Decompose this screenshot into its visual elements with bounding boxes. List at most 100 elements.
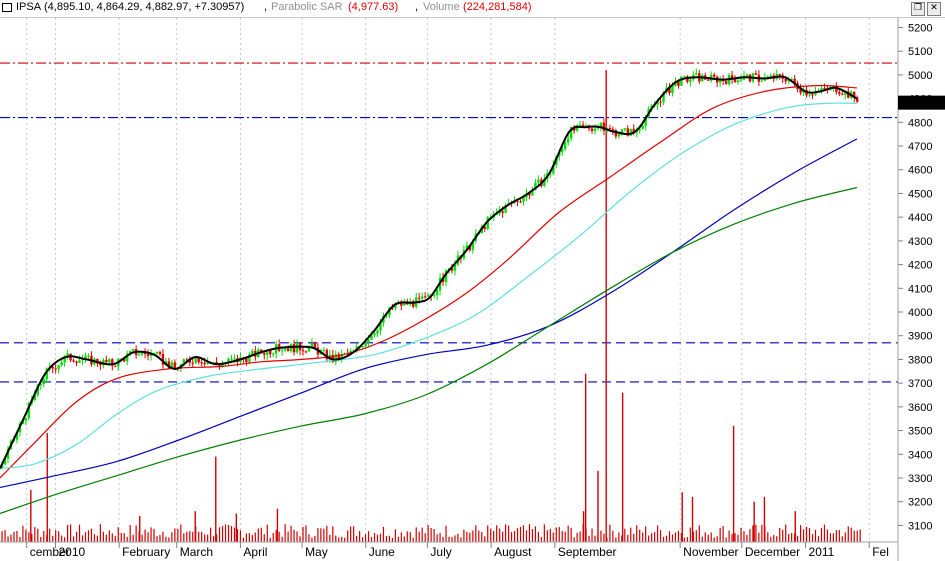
candle-body [194, 357, 197, 363]
candle-body [578, 124, 582, 126]
candle-body [60, 362, 63, 366]
restore-window-icon[interactable]: ❐ [911, 2, 925, 16]
price-smoothed-line [0, 75, 858, 469]
candle-body [733, 79, 737, 83]
candle-body [45, 368, 48, 380]
candle-body [584, 125, 588, 127]
candle-body [471, 240, 475, 250]
candle-body [426, 295, 430, 297]
candle-body [400, 301, 403, 306]
candle-body [423, 296, 427, 298]
candle-body [644, 117, 647, 126]
volume-bars [1, 70, 861, 542]
candle-body [486, 217, 489, 229]
candle-body [793, 78, 796, 84]
grid [26, 18, 870, 542]
candle-body [614, 130, 618, 137]
candle-body [608, 127, 612, 130]
x-tick-label: March [180, 545, 213, 559]
candle-body [522, 197, 525, 202]
candle-body [626, 128, 629, 136]
candle-body [263, 353, 266, 355]
candle-body [24, 418, 28, 421]
candle-body [543, 178, 546, 186]
moving-average-red [0, 84, 857, 479]
candle-body [84, 355, 87, 360]
candle-body [656, 101, 659, 105]
candle-body [182, 359, 186, 365]
candle-body [370, 335, 373, 340]
candle-body [808, 94, 811, 96]
candle-body [125, 353, 129, 362]
candle-body [340, 354, 343, 360]
candle-body [671, 85, 674, 94]
candle-body [54, 368, 57, 370]
candle-body [504, 205, 507, 213]
candle-body [501, 211, 504, 213]
candle-body [75, 361, 78, 363]
candle-body [680, 76, 683, 86]
candle-body [769, 75, 773, 77]
moving-average-blue [0, 138, 858, 489]
candle-body [170, 362, 174, 369]
candle-body [66, 353, 69, 356]
candle-body [391, 307, 394, 309]
candle-body [15, 432, 19, 440]
candle-body [39, 383, 42, 385]
candle-body [483, 226, 486, 229]
candle-body [167, 361, 171, 369]
y-tick-label: 5200 [908, 22, 932, 34]
candle-body [301, 350, 305, 352]
candle-body [602, 122, 606, 131]
candle-body [131, 348, 135, 351]
candle-body [620, 129, 624, 135]
candle-body [78, 360, 81, 363]
candle-body [36, 384, 40, 396]
y-tick-label: 4300 [908, 236, 932, 248]
candle-body [307, 347, 311, 352]
candle-body [811, 94, 814, 96]
candle-body [286, 348, 290, 352]
y-tick-label: 4700 [908, 141, 932, 153]
candle-body [200, 362, 203, 364]
y-tick-label: 4400 [908, 212, 932, 224]
candle-body [292, 344, 296, 353]
x-tick-label: May [305, 545, 328, 559]
candle-body [173, 362, 177, 369]
candle-body [227, 359, 230, 363]
candle-body [394, 303, 397, 308]
checkbox-icon[interactable] [2, 3, 12, 12]
candle-body [230, 359, 233, 361]
candle-body [784, 78, 787, 82]
candle-body [128, 350, 132, 354]
y-tick-label: 3500 [908, 426, 932, 438]
candle-body [853, 91, 856, 98]
candle-body [641, 125, 644, 129]
candle-body [412, 301, 415, 307]
candle-body [185, 359, 188, 361]
candle-body [188, 360, 191, 363]
candle-body [519, 201, 522, 203]
candle-body [420, 296, 424, 299]
candle-body [155, 352, 159, 354]
close-window-icon[interactable]: ✕ [927, 2, 941, 16]
y-tick-label: 4800 [908, 117, 932, 129]
candle-body [718, 79, 722, 83]
x-tick-label: 2010 [58, 545, 85, 559]
ohlc-values: (4,895.10, 4,864.29, 4,882.97, +7.30957) [44, 1, 245, 13]
candle-body [632, 128, 635, 133]
candle-body [87, 355, 90, 357]
parabolic-sar-label: Parabolic SAR [271, 1, 343, 13]
candle-body [149, 353, 153, 356]
x-tick-label: April [243, 545, 267, 559]
x-tick-label: cember [30, 545, 70, 559]
y-tick-label: 3900 [908, 331, 932, 343]
candle-body [212, 361, 215, 363]
candle-body [569, 126, 573, 139]
candle-body [146, 354, 150, 356]
candle-body [233, 358, 236, 360]
candle-body [361, 346, 364, 348]
y-tick-label: 3800 [908, 354, 932, 366]
candle-body [322, 349, 326, 351]
candle-body [337, 354, 340, 360]
